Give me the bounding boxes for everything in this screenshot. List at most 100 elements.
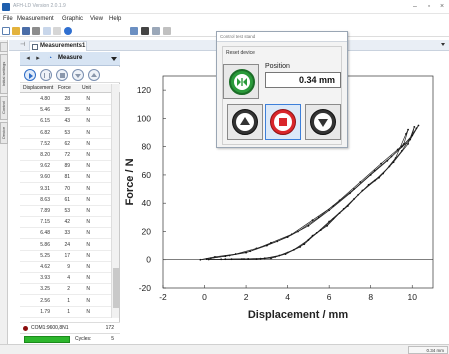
cell-displacement: 2.56 — [40, 297, 50, 304]
open-icon[interactable] — [12, 27, 20, 35]
close-icon[interactable]: × — [439, 3, 445, 10]
table-row[interactable]: 5.86 24 N — [20, 240, 112, 251]
undo-icon[interactable] — [53, 27, 61, 35]
column-header-unit[interactable]: Unit — [82, 85, 91, 91]
cell-force: 42 — [64, 219, 70, 226]
chart-icon[interactable] — [152, 27, 160, 35]
cell-unit: N — [86, 129, 90, 136]
table-row[interactable]: 7.15 42 N — [20, 217, 112, 229]
table-row[interactable]: 3.93 4 N — [20, 273, 112, 285]
cell-displacement: 1.79 — [40, 308, 50, 315]
move-down-button[interactable] — [72, 69, 84, 81]
reset-device-label: Reset device — [225, 50, 256, 56]
data-point — [311, 219, 314, 222]
table-row[interactable]: 1.79 1 N — [20, 307, 112, 318]
cell-displacement: 8.20 — [40, 152, 50, 158]
menu-graphic[interactable]: Graphic — [62, 16, 84, 22]
tab-list-dropdown-icon[interactable] — [441, 43, 445, 46]
cell-force: 81 — [64, 174, 70, 181]
stop-button[interactable] — [56, 69, 68, 81]
cell-unit: N — [86, 308, 90, 315]
pin-icon[interactable]: ⊣ — [20, 42, 26, 48]
side-tab-initial-settings[interactable]: Initial settings — [0, 54, 8, 94]
table-row[interactable]: 6.15 43 N — [20, 116, 112, 128]
measure-selector[interactable]: ◂ ▸ ◔ Measure — [20, 52, 120, 66]
move-up-button[interactable] — [227, 104, 263, 140]
status-bar: 0.34 mm — [0, 344, 449, 354]
grid-icon[interactable] — [141, 27, 149, 35]
side-tab-control[interactable]: Control — [0, 96, 8, 120]
minimize-icon[interactable]: – — [413, 3, 417, 10]
column-header-force[interactable]: Force — [58, 85, 71, 91]
measure-icon: ◔ — [47, 55, 53, 62]
cell-unit: N — [86, 275, 90, 282]
x-tick-label: 2 — [244, 292, 249, 302]
table-row[interactable]: 3.25 2 N — [20, 284, 112, 296]
cell-displacement: 7.89 — [40, 208, 50, 214]
menu-help[interactable]: Help — [109, 16, 122, 22]
table-row[interactable]: 2.56 1 N — [20, 296, 112, 307]
table-row[interactable]: 9.60 81 N — [20, 172, 112, 184]
table-scrollbar[interactable] — [111, 84, 119, 318]
side-tab-device[interactable]: Device — [0, 122, 8, 144]
menu-file[interactable]: File — [3, 16, 13, 22]
data-point — [407, 128, 409, 131]
table-row[interactable]: 5.25 17 N — [20, 251, 112, 262]
scrollbar-thumb[interactable] — [113, 268, 119, 308]
data-point — [265, 244, 268, 247]
cell-force: 89 — [64, 163, 70, 170]
cell-force: 9 — [67, 264, 70, 270]
table-row[interactable]: 7.89 53 N — [20, 206, 112, 217]
cell-unit: N — [86, 286, 90, 293]
maximize-icon[interactable]: ▫ — [427, 3, 431, 10]
data-point — [199, 258, 202, 261]
table-row[interactable]: 6.82 53 N — [20, 128, 112, 139]
table-row[interactable]: 9.31 70 N — [20, 184, 112, 195]
tab-measurements1[interactable]: Measurements1 — [29, 41, 87, 51]
cell-unit: N — [86, 118, 90, 125]
cell-unit: N — [86, 152, 90, 158]
print-icon[interactable] — [32, 27, 40, 35]
copy-icon[interactable] — [130, 27, 138, 35]
next-icon[interactable]: ▸ — [36, 55, 40, 62]
data-point — [303, 243, 306, 246]
data-point — [400, 145, 403, 148]
y-tick-label: 40 — [142, 198, 152, 208]
new-icon[interactable] — [2, 27, 10, 35]
table-row[interactable]: 5.46 35 N — [20, 105, 112, 117]
cell-displacement: 3.25 — [40, 286, 50, 293]
table-row[interactable]: 4.80 28 N — [20, 94, 112, 105]
menu-view[interactable]: View — [90, 16, 103, 22]
zoom-icon[interactable] — [163, 27, 171, 35]
previous-icon[interactable]: ◂ — [26, 55, 30, 62]
side-tab-pin-icon[interactable] — [0, 42, 8, 52]
move-up-button[interactable] — [88, 69, 100, 81]
data-point — [407, 142, 409, 145]
save-icon[interactable] — [22, 27, 30, 35]
table-row[interactable]: 6.48 33 N — [20, 228, 112, 240]
y-tick-label: 20 — [142, 226, 152, 236]
cut-icon[interactable] — [43, 27, 51, 35]
data-point — [307, 224, 310, 227]
table-row[interactable]: 4.62 9 N — [20, 262, 112, 273]
column-header-displacement[interactable]: Displacement — [23, 85, 54, 91]
pause-button[interactable] — [40, 69, 52, 81]
title-bar: AFH-LD Version 2.0.1.9 – ▫ × — [0, 0, 449, 14]
stop-icon-bg — [274, 113, 292, 131]
table-row[interactable]: 8.20 72 N — [20, 150, 112, 161]
table-row[interactable]: 9.62 89 N — [20, 161, 112, 173]
table-row[interactable]: 8.63 61 N — [20, 195, 112, 206]
help-icon[interactable] — [64, 27, 72, 35]
menu-measurement[interactable]: Measurement — [17, 16, 54, 22]
cell-force: 43 — [64, 118, 70, 125]
play-button[interactable] — [24, 69, 36, 81]
move-down-button[interactable] — [305, 104, 341, 140]
chevron-down-icon[interactable] — [111, 57, 117, 61]
table-row[interactable]: 7.52 62 N — [20, 139, 112, 150]
data-point — [361, 189, 364, 192]
stop-motion-button[interactable] — [265, 104, 301, 140]
cycles-status: Cycles: 5 — [20, 333, 120, 344]
x-axis-label: Displacement / mm — [248, 309, 348, 321]
cell-unit: N — [86, 107, 90, 114]
reset-device-button[interactable] — [223, 64, 259, 99]
